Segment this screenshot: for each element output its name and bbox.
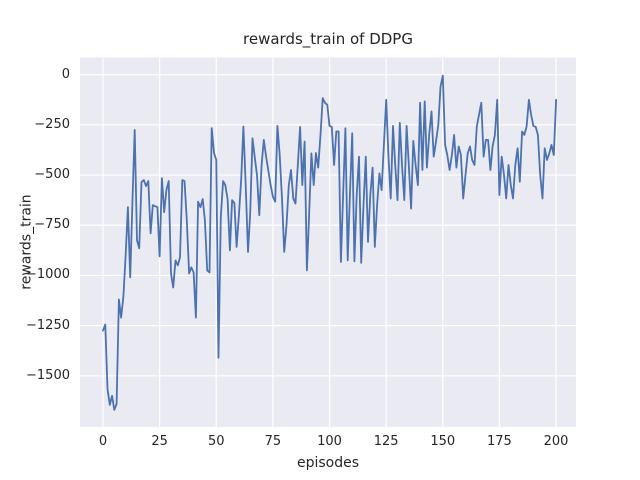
x-tick-label: 0 xyxy=(98,434,108,449)
y-tick-label: −1000 xyxy=(26,267,70,283)
x-axis-label: episodes xyxy=(296,455,360,471)
y-axis-label: rewards_train xyxy=(18,194,35,290)
x-tick-label: 125 xyxy=(373,434,399,449)
chart-title: rewards_train of DDPG xyxy=(243,30,413,48)
x-tick-label: 175 xyxy=(487,434,512,449)
y-tick-label: −250 xyxy=(34,116,70,132)
y-tick-label: −1250 xyxy=(26,317,70,333)
x-tick-label: 75 xyxy=(264,434,282,449)
x-tick-label: 150 xyxy=(430,434,456,449)
y-tick-label: −1500 xyxy=(26,367,70,383)
x-tick-label: 100 xyxy=(317,434,342,449)
x-tick-label: 200 xyxy=(543,434,569,449)
x-tick-label: 25 xyxy=(151,434,168,449)
x-tick-label: 50 xyxy=(207,434,225,449)
reward-line xyxy=(102,74,557,411)
y-tick-label: −750 xyxy=(34,217,70,233)
y-tick-label: 0 xyxy=(61,66,70,82)
y-tick-label: −500 xyxy=(34,167,70,183)
